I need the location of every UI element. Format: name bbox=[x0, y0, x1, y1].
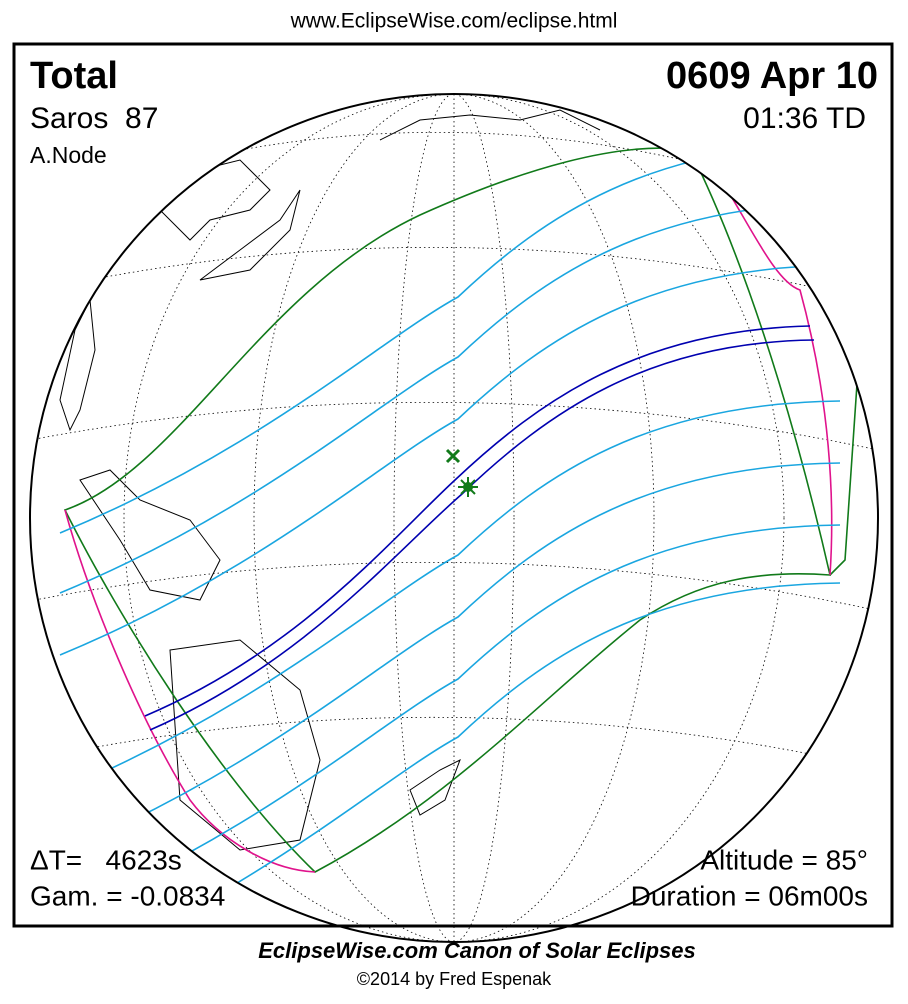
globe bbox=[30, 94, 878, 942]
eclipse-type: Total bbox=[30, 55, 118, 97]
penumbra-limit bbox=[63, 147, 832, 873]
eclipse-date: 0609 Apr 10 bbox=[666, 55, 878, 97]
frame bbox=[12, 42, 894, 928]
footer-title: EclipseWise.com Canon of Solar Eclipses bbox=[258, 938, 696, 963]
altitude: Altitude = 85° bbox=[700, 844, 868, 875]
url: www.EclipseWise.com/eclipse.html bbox=[290, 10, 618, 33]
duration-contour bbox=[59, 462, 841, 854]
set-limit bbox=[699, 149, 833, 576]
graticule bbox=[30, 94, 878, 942]
central-path-south bbox=[149, 339, 815, 731]
node: A.Node bbox=[30, 142, 107, 168]
duration-contour bbox=[59, 264, 841, 656]
central-path-north bbox=[144, 325, 811, 717]
saros: Saros 87 bbox=[30, 102, 158, 135]
duration-contours bbox=[59, 142, 841, 942]
globe-outline bbox=[29, 93, 879, 943]
duration-contour bbox=[59, 400, 841, 792]
greatest-duration-marker bbox=[445, 448, 461, 464]
rise-limit bbox=[64, 509, 316, 873]
duration-contour bbox=[59, 524, 841, 916]
time: 01:36 TD bbox=[743, 102, 866, 135]
greatest-eclipse-marker bbox=[458, 477, 478, 497]
delta-t: ΔT= 4623s bbox=[30, 844, 182, 875]
duration-contour bbox=[59, 142, 841, 534]
penumbra-limit-east bbox=[689, 149, 861, 576]
coastlines bbox=[59, 109, 601, 851]
duration: Duration = 06m00s bbox=[631, 880, 868, 911]
duration-contour bbox=[59, 202, 841, 594]
gamma: Gam. = -0.0834 bbox=[30, 880, 225, 911]
footer-credit: ©2014 by Fred Espenak bbox=[357, 969, 552, 989]
